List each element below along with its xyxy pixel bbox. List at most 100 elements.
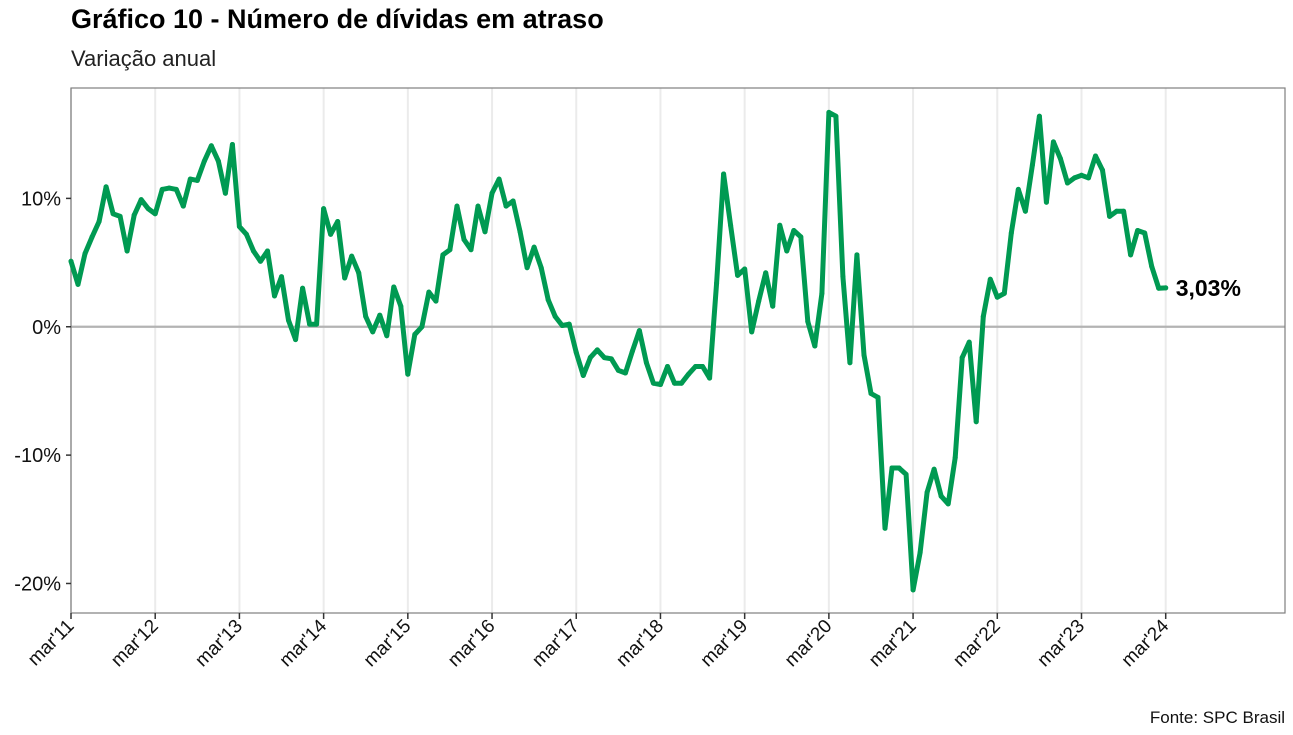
x-tick-label: mar'18 xyxy=(612,616,667,671)
data-point xyxy=(693,364,699,370)
data-point xyxy=(707,375,713,381)
data-point xyxy=(279,274,285,280)
data-point xyxy=(475,203,481,209)
y-tick-label: 10% xyxy=(21,188,61,210)
data-point xyxy=(1128,252,1134,258)
data-point xyxy=(159,186,165,192)
data-point xyxy=(236,224,242,230)
data-point xyxy=(889,465,895,471)
data-point xyxy=(1078,172,1084,178)
data-point xyxy=(1156,285,1162,291)
data-point xyxy=(208,143,214,149)
data-point xyxy=(222,190,228,196)
data-point xyxy=(664,364,670,370)
data-point xyxy=(229,141,235,147)
data-point xyxy=(784,248,790,254)
data-point xyxy=(917,550,923,556)
data-point xyxy=(419,324,425,330)
data-point xyxy=(840,274,846,280)
data-point xyxy=(447,247,453,253)
data-point xyxy=(187,176,193,182)
data-point xyxy=(728,222,734,228)
data-point xyxy=(868,391,874,397)
x-tick-label: mar'21 xyxy=(865,616,920,671)
data-point xyxy=(531,244,537,250)
x-tick-label: mar'20 xyxy=(781,616,836,671)
data-point xyxy=(243,231,249,237)
data-point xyxy=(636,328,642,334)
data-point xyxy=(1036,113,1042,119)
data-point xyxy=(987,276,993,282)
data-point xyxy=(980,313,986,319)
data-point xyxy=(559,322,565,328)
data-point xyxy=(777,222,783,228)
data-point xyxy=(686,371,692,377)
data-point xyxy=(110,211,116,217)
data-point xyxy=(854,252,860,258)
data-point xyxy=(714,280,720,286)
x-tick-label: mar'15 xyxy=(360,616,415,671)
data-point xyxy=(1135,227,1141,233)
data-point xyxy=(264,248,270,254)
data-point xyxy=(363,313,369,319)
data-point xyxy=(517,229,523,235)
data-point xyxy=(412,331,418,337)
data-point xyxy=(1121,208,1127,214)
data-point xyxy=(756,298,762,304)
data-point xyxy=(489,190,495,196)
data-point xyxy=(328,231,334,237)
data-point xyxy=(643,360,649,366)
data-point xyxy=(742,266,748,272)
data-point xyxy=(173,186,179,192)
data-point xyxy=(629,348,635,354)
data-point xyxy=(1001,290,1007,296)
x-tick-label: mar'11 xyxy=(24,616,79,671)
x-axis: mar'11 mar'12 mar'13 mar'14 mar'15 mar'16 mar'… xyxy=(24,613,1174,671)
data-point xyxy=(349,253,355,259)
data-point xyxy=(201,158,207,164)
data-point xyxy=(552,313,558,319)
data-point xyxy=(679,380,685,386)
y-axis: 10% 0% -10% -20% xyxy=(14,188,71,595)
data-point xyxy=(89,234,95,240)
data-point xyxy=(482,229,488,235)
data-point xyxy=(1015,186,1021,192)
y-tick-label: -10% xyxy=(14,445,61,467)
data-point xyxy=(1100,167,1106,173)
data-point xyxy=(910,587,916,593)
data-point xyxy=(215,158,221,164)
data-point xyxy=(300,285,306,291)
data-point xyxy=(335,218,341,224)
data-point xyxy=(426,289,432,295)
data-point xyxy=(272,293,278,299)
data-point xyxy=(1149,263,1155,269)
data-point xyxy=(749,329,755,335)
data-point xyxy=(938,493,944,499)
source-note: Fonte: SPC Brasil xyxy=(1149,708,1285,727)
data-point xyxy=(138,197,144,203)
data-point xyxy=(861,352,867,358)
data-point xyxy=(812,343,818,349)
chart-title: Gráfico 10 - Número de dívidas em atraso xyxy=(71,4,604,34)
data-point xyxy=(286,317,292,323)
data-point xyxy=(882,525,888,531)
data-point xyxy=(1057,156,1063,162)
data-point xyxy=(96,218,102,224)
chart-subtitle: Variação anual xyxy=(71,46,217,71)
x-tick-label: mar'14 xyxy=(276,615,332,671)
x-tick-label: mar'24 xyxy=(1118,615,1174,671)
data-point xyxy=(1043,199,1049,205)
data-point xyxy=(1008,230,1014,236)
data-point xyxy=(700,364,706,370)
data-point xyxy=(510,198,516,204)
data-point xyxy=(945,501,951,507)
data-point xyxy=(117,213,123,219)
data-point xyxy=(468,247,474,253)
x-tick-label: mar'22 xyxy=(949,616,1004,671)
data-point xyxy=(440,252,446,258)
data-point xyxy=(798,234,804,240)
data-point xyxy=(377,312,383,318)
data-point xyxy=(615,367,621,373)
data-point xyxy=(833,113,839,119)
data-point xyxy=(1093,153,1099,159)
